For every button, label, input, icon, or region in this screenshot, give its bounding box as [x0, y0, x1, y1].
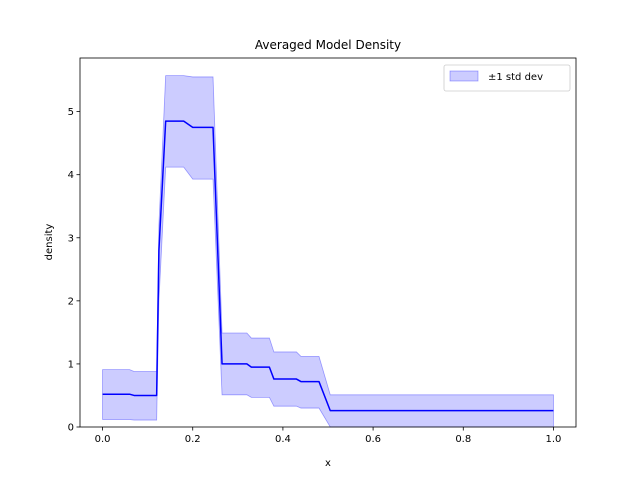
y-axis-ticks: 0 1 2 3 4 5 — [68, 107, 80, 434]
std-band-area — [102, 75, 554, 428]
x-tick-label: 0.6 — [365, 434, 381, 445]
x-axis-ticks: 0.0 0.2 0.4 0.6 0.8 1.0 — [95, 427, 562, 445]
chart-title: Averaged Model Density — [255, 38, 401, 52]
x-axis-label: x — [325, 458, 331, 469]
y-tick-label: 1 — [68, 359, 74, 370]
legend-box — [443, 64, 571, 92]
x-tick-label: 0.0 — [95, 434, 111, 445]
legend-swatch-std-band — [449, 70, 479, 82]
y-tick-label: 2 — [68, 296, 74, 307]
plot-area — [102, 75, 554, 428]
x-tick-label: 0.4 — [275, 434, 291, 445]
y-tick-label: 4 — [68, 170, 74, 181]
legend: ±1 std dev — [443, 64, 571, 92]
y-axis-label: density — [44, 224, 55, 261]
x-tick-label: 0.8 — [455, 434, 471, 445]
y-tick-label: 3 — [68, 233, 74, 244]
x-tick-label: 1.0 — [546, 434, 562, 445]
y-tick-label: 0 — [68, 423, 74, 434]
x-tick-label: 0.2 — [185, 434, 201, 445]
plot-frame — [79, 57, 577, 428]
mean-density-line — [102, 120, 554, 412]
y-tick-label: 5 — [68, 107, 74, 118]
legend-label-std-band: ±1 std dev — [488, 72, 543, 83]
